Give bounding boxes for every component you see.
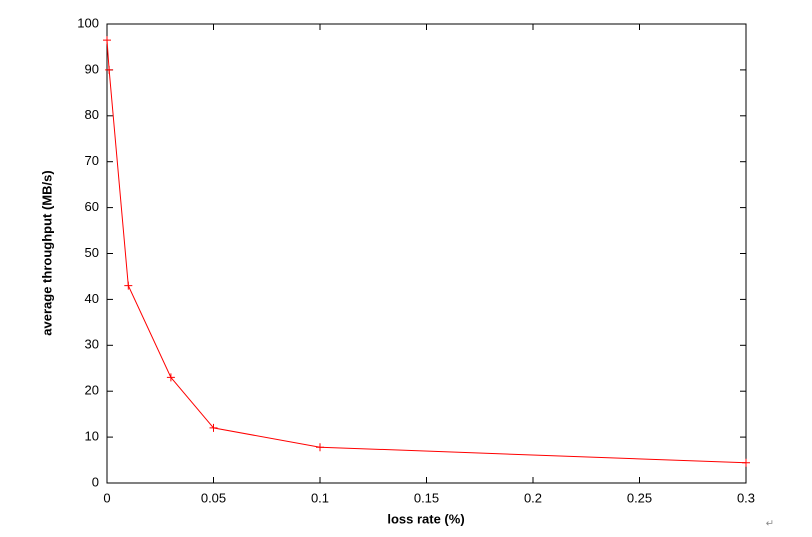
y-tick-label: 10 xyxy=(85,429,99,444)
corner-mark: ↵ xyxy=(766,519,774,530)
x-tick-label: 0.05 xyxy=(201,490,226,505)
point-marker xyxy=(166,373,175,382)
point-marker xyxy=(316,443,324,452)
point-marker xyxy=(209,423,218,432)
y-tick-label: 70 xyxy=(85,153,99,168)
y-tick-label: 60 xyxy=(85,199,99,214)
point-marker xyxy=(742,458,750,467)
data-line xyxy=(106,40,747,464)
x-tick-label: 0.3 xyxy=(737,490,755,505)
y-tick-label: 0 xyxy=(92,474,99,489)
x-tick-label: 0 xyxy=(103,490,110,505)
point-marker xyxy=(105,65,114,74)
point-marker xyxy=(124,281,133,290)
y-axis-label: average throughput (MB/s) xyxy=(39,170,54,335)
y-tick-label: 20 xyxy=(85,383,99,398)
x-tick-label: 0.2 xyxy=(524,490,542,505)
y-tick-label: 40 xyxy=(85,291,99,306)
y-tick-label: 30 xyxy=(85,337,99,352)
x-tick-label: 0.15 xyxy=(414,490,439,505)
x-tick-label: 0.25 xyxy=(627,490,652,505)
plot-frame xyxy=(106,23,747,484)
y-tick-label: 80 xyxy=(85,107,99,122)
x-axis-label: loss rate (%) xyxy=(387,511,464,526)
point-marker xyxy=(103,36,111,45)
x-tick-label: 0.1 xyxy=(311,490,329,505)
y-tick-label: 90 xyxy=(85,61,99,76)
y-tick-label: 50 xyxy=(85,245,99,260)
y-tick-label: 100 xyxy=(77,15,99,30)
